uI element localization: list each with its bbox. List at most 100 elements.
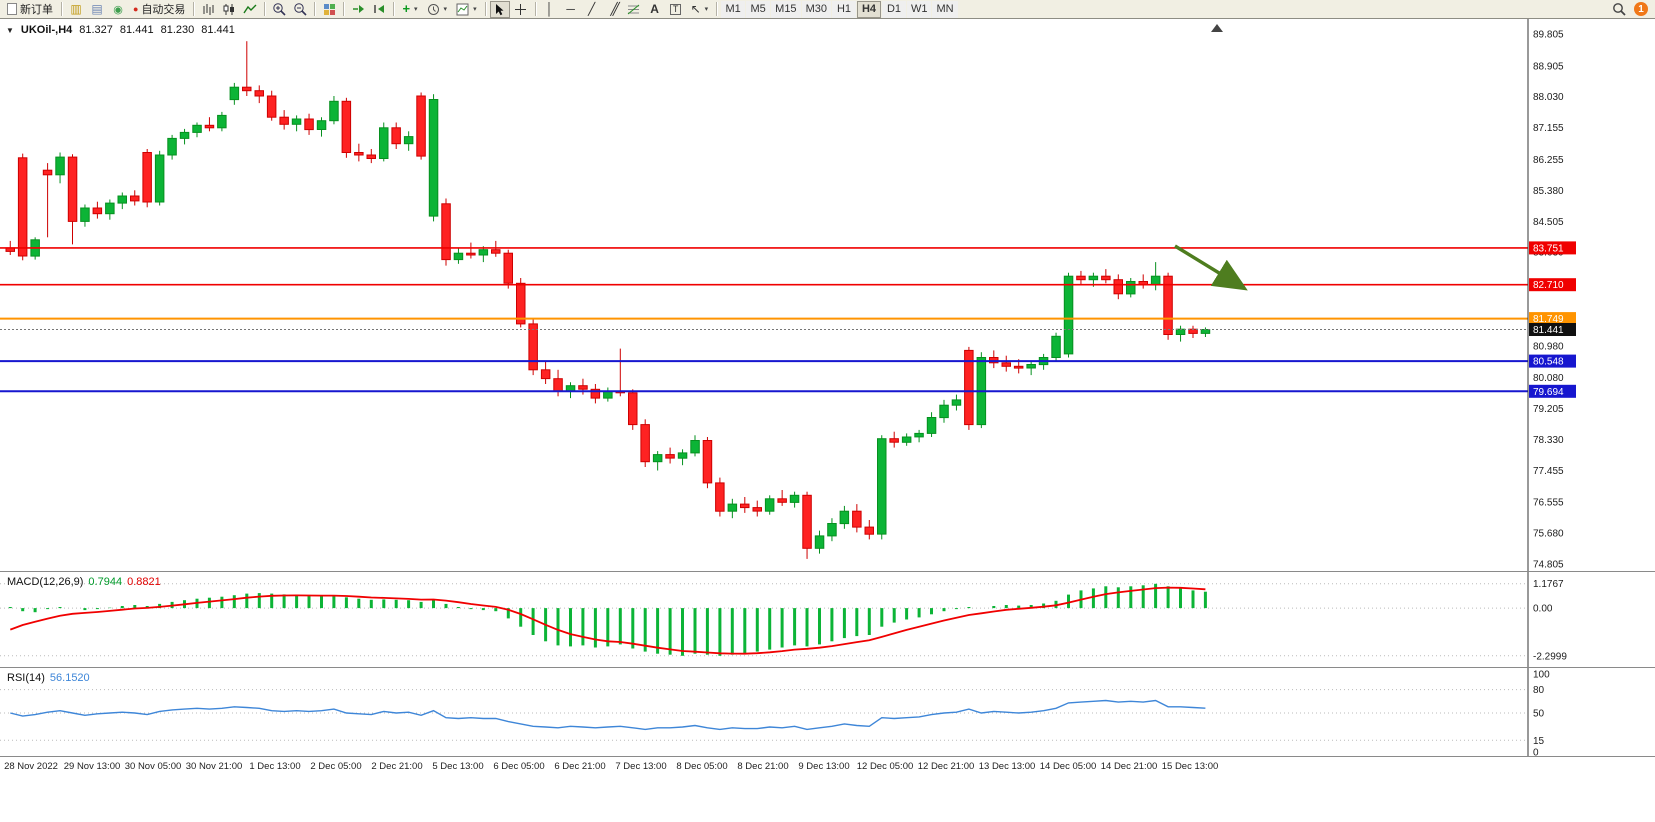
time-label: 8 Dec 05:00 [676,761,728,772]
macd-name: MACD(12,26,9) [7,576,84,588]
candle-body [764,498,775,512]
price-axis-label: 77.455 [1533,466,1564,477]
timeframe-button-m1[interactable]: M1 [721,0,746,18]
fibonacci-button[interactable] [624,1,644,18]
candle-body [789,494,800,503]
channel-button[interactable]: ╱╱ [603,1,623,18]
separator [314,2,316,16]
bar-chart-button[interactable] [198,1,218,18]
candle-body [130,195,140,202]
time-label: 30 Nov 21:00 [185,761,243,772]
time-label: 1 Dec 13:00 [249,761,301,772]
timeframe-button-mn[interactable]: MN [932,0,958,18]
macd-axis-label: -2.2999 [1533,651,1567,662]
line-chart-icon [243,4,257,13]
time-label: 6 Dec 05:00 [493,761,545,772]
text-label-button[interactable]: T [666,1,686,18]
bar-chart-icon [203,3,214,15]
candle-body [453,252,464,261]
terminal-button[interactable]: ◉ [108,1,128,18]
tile-windows-button[interactable] [319,1,339,18]
search-button[interactable] [1609,1,1629,18]
price-axis-label: 76.555 [1533,498,1564,509]
rsi-panel[interactable]: 100 80 50 15 0 RSI(14) 56.1520 [0,667,1655,757]
price-chart[interactable]: 89.805 88.905 88.030 87.155 86.255 85.380 84.5… [0,19,1655,571]
cursor-button[interactable] [489,0,510,18]
rsi-chart[interactable]: 100 80 50 150 [0,668,1655,757]
candlestick-chart-button[interactable] [219,1,239,18]
zoom-in-button[interactable] [269,1,289,18]
line-chart-button[interactable] [240,1,260,18]
arrows-button[interactable]: ↖ ▾ [687,1,713,18]
candle-body [179,131,190,139]
periods-button[interactable]: ▾ [423,1,452,18]
timeframe-button-d1[interactable]: D1 [881,0,906,18]
price-level-badge: 81.749 [1529,312,1576,326]
time-axis[interactable]: 28 Nov 2022 29 Nov 13:00 30 Nov 05:00 30 No… [0,756,1655,776]
navigator-button[interactable]: ▤ [87,1,107,18]
candle-body [665,454,675,459]
horizontal-line-button[interactable]: ─ [561,1,581,18]
indicators-button[interactable]: + ▾ [398,1,421,18]
vertical-line-button[interactable]: │ [540,1,560,18]
candle-body [939,404,949,419]
candle-body [80,207,90,222]
notification-badge[interactable]: 1 [1634,2,1648,16]
trend-arrow[interactable] [1174,244,1248,291]
bottom-strip [0,776,1655,822]
candle-body [752,507,762,512]
time-label: 5 Dec 13:00 [432,761,484,772]
timeframe-button-m15[interactable]: M15 [771,0,801,18]
candle-body [652,454,663,463]
timeframe-button-m5[interactable]: M5 [746,0,771,18]
candle-body [877,438,887,535]
crosshair-button[interactable] [511,1,531,18]
auto-scroll-button[interactable] [348,1,368,18]
timeframe-button-m30[interactable]: M30 [801,0,831,18]
trendline-button[interactable]: ╱ [582,1,602,18]
ohlc-low: 81.230 [160,24,195,36]
time-label: 7 Dec 13:00 [615,761,667,772]
macd-panel[interactable]: 1.1767 0.00 -2.2999 MACD(12,26,9) 0.7944 0… [0,571,1655,668]
rsi-name: RSI(14) [7,672,45,684]
candle-body [441,203,451,261]
price-axis-label: 80.080 [1533,373,1564,384]
one-click-trading-toggle[interactable]: ▼ [6,25,14,35]
chart-shift-button[interactable] [369,1,389,18]
candle-body [727,503,738,512]
separator [61,2,62,16]
channel-icon: ╱╱ [610,2,620,16]
candle-body [864,526,874,535]
chart-title: ▼ UKOil-,H4 81.327 81.441 81.230 81.441 [6,24,235,36]
auto-scroll-icon [353,5,365,13]
candle-body [366,154,376,159]
text-button[interactable]: A [645,1,665,18]
price-chart-panel[interactable]: 89.805 88.905 88.030 87.155 86.255 85.380 84.5… [0,19,1655,571]
candle-body [690,440,700,454]
time-label: 8 Dec 21:00 [737,761,789,772]
candle-body [802,494,812,549]
candle-body [1013,365,1024,369]
rsi-label: RSI(14) 56.1520 [7,672,90,684]
timeframe-button-h4[interactable]: H4 [856,0,881,18]
chart-shift-marker[interactable] [1211,24,1223,32]
timeframe-button-h1[interactable]: H1 [831,0,856,18]
market-watch-button[interactable]: ▥ [66,1,86,18]
separator [534,2,536,16]
horizontal-line-icon: ─ [566,2,575,16]
new-order-button[interactable]: 新订单 [3,1,57,18]
price-level-badge: 82.710 [1529,278,1576,292]
fibonacci-icon [627,4,640,14]
autotrading-button[interactable]: ● 自动交易 [129,1,189,18]
zoom-out-button[interactable] [290,1,310,18]
time-label: 28 Nov 2022 [4,761,58,772]
timeframe-button-w1[interactable]: W1 [906,0,932,18]
price-axis-label: 88.030 [1533,92,1564,103]
svg-text:82.710: 82.710 [1533,280,1564,291]
candle-body [242,86,252,92]
price-level-badge: 83.751 [1529,241,1576,255]
candle-body [814,535,825,549]
templates-button[interactable]: ▾ [452,1,481,18]
macd-chart[interactable]: 1.1767 0.00 -2.2999 [0,572,1655,668]
candle-body [777,498,787,503]
